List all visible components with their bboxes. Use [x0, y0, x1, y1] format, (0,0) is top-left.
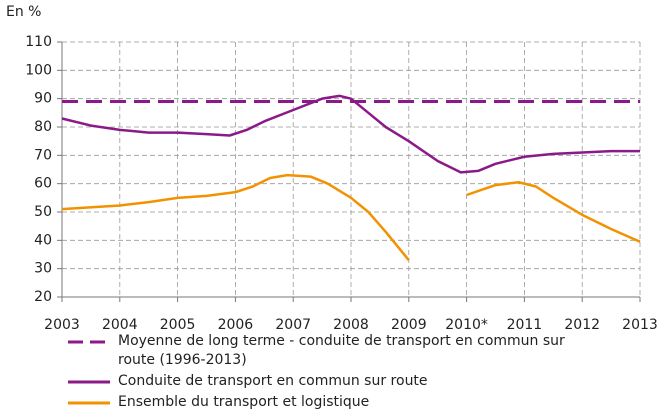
- chart: En % 20 30 40 50 60 70 80 90 100 110 2003 2004 2005 2…: [6, 4, 658, 333]
- y-tick-label: 100: [25, 62, 52, 78]
- x-tick-label: 2008: [333, 317, 369, 330]
- legend: Moyenne de long terme - conduite de tran…: [66, 332, 586, 414]
- legend-item: Moyenne de long terme - conduite de tran…: [66, 332, 586, 370]
- x-tick-label: 2007: [275, 317, 311, 330]
- x-tick-label: 2006: [218, 317, 254, 330]
- y-tick-label: 70: [34, 147, 52, 163]
- x-tick-label: 2012: [564, 317, 600, 330]
- legend-swatch: [68, 380, 110, 384]
- y-tick-label: 20: [34, 289, 52, 305]
- legend-swatch: [68, 401, 110, 405]
- x-tick-label: 2013: [622, 317, 658, 330]
- y-tick-label: 50: [34, 204, 52, 220]
- series-line: [61, 173, 641, 261]
- y-tick-label: 80: [34, 119, 52, 135]
- legend-label: Ensemble du transport et logistique: [118, 394, 370, 410]
- x-tick-label: 2010*: [445, 317, 488, 330]
- legend-label: Moyenne de long terme - conduite de tran…: [118, 333, 565, 368]
- x-tick-label: 2004: [102, 317, 138, 330]
- legend-item: Conduite de transport en commun sur rout…: [66, 372, 586, 391]
- x-tick-label: 2003: [44, 317, 80, 330]
- legend-label: Conduite de transport en commun sur rout…: [118, 373, 428, 389]
- series-line: [61, 94, 640, 174]
- x-tick-label: 2009: [391, 317, 427, 330]
- legend-item: Ensemble du transport et logistique: [66, 393, 586, 412]
- y-tick-label: 40: [34, 232, 52, 248]
- y-tick-label: 60: [34, 176, 52, 192]
- y-axis-label: En %: [6, 4, 41, 20]
- y-tick-label: 90: [34, 91, 52, 107]
- x-tick-label: 2011: [507, 317, 543, 330]
- y-tick-label: 30: [34, 261, 52, 277]
- y-tick-label: 110: [25, 34, 52, 50]
- x-tick-label: 2005: [160, 317, 196, 330]
- legend-swatch: [68, 340, 110, 344]
